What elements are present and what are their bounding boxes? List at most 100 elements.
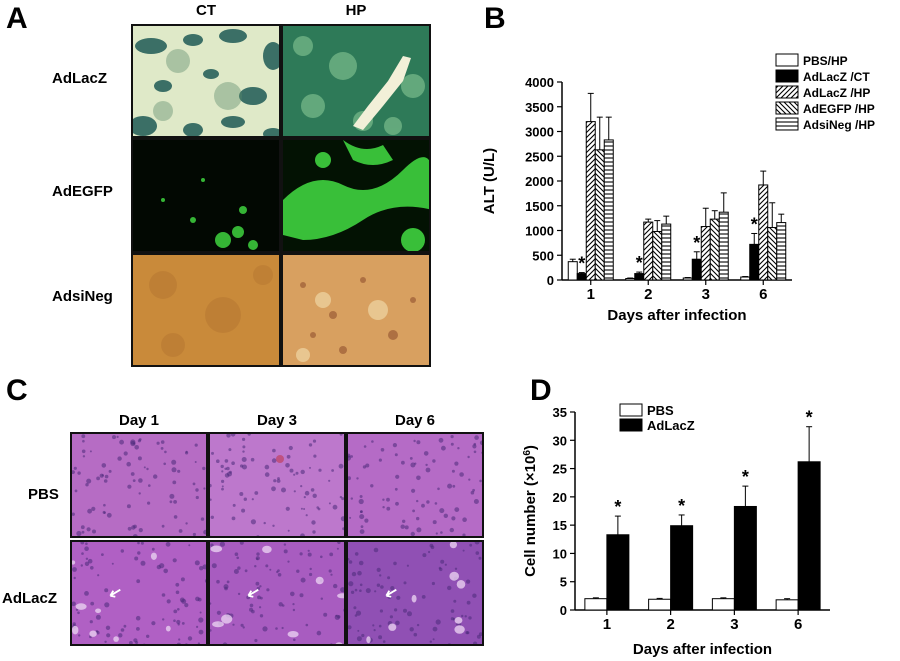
legend-swatch	[775, 101, 799, 115]
legend-entry: AdsiNeg /HP	[803, 118, 875, 132]
bar	[740, 276, 751, 281]
y-tick-label: 10	[553, 546, 567, 561]
bar	[700, 226, 711, 281]
significance-marker: *	[678, 496, 685, 516]
bar	[670, 525, 694, 611]
panel-c-col-day6: Day 6	[394, 412, 436, 429]
bar	[776, 222, 787, 281]
micrograph-a-adlacz-hp	[281, 24, 431, 138]
panel-label-c: C	[6, 374, 28, 407]
legend-entry: AdEGFP /HP	[803, 102, 875, 116]
micrograph-c-adlacz-day6	[346, 540, 484, 646]
y-tick-label: 15	[553, 518, 567, 533]
micrograph-c-adlacz-day3	[208, 540, 346, 646]
significance-marker: *	[636, 253, 643, 273]
x-tick-label: 6	[794, 616, 802, 633]
bar	[749, 243, 760, 281]
panel-c-col-day1: Day 1	[118, 412, 160, 429]
bar	[648, 598, 672, 611]
panel-a-col-hp: HP	[345, 2, 367, 19]
bar	[652, 230, 663, 281]
bar	[584, 598, 608, 611]
bar	[585, 121, 596, 281]
panel-a-row-adegfp: AdEGFP	[52, 183, 113, 200]
panel-label-b: B	[484, 2, 506, 35]
bar	[682, 277, 693, 281]
significance-marker: *	[614, 497, 621, 517]
panel-a-col-ct: CT	[196, 2, 216, 19]
legend-swatch	[619, 403, 643, 417]
bar	[709, 218, 720, 281]
legend-entry: PBS/HP	[803, 54, 848, 68]
x-tick-label: 6	[759, 286, 767, 303]
y-tick-label: 30	[553, 433, 567, 448]
y-tick-label: 2500	[525, 149, 554, 164]
y-tick-label: 3000	[525, 125, 554, 140]
bar	[625, 278, 636, 281]
bar	[767, 227, 778, 281]
y-axis-label: Cell number (×106)	[522, 445, 540, 577]
x-tick-label: 3	[702, 286, 710, 303]
legend-entry: AdLacZ /HP	[803, 86, 870, 100]
legend-entry: AdLacZ	[647, 418, 695, 433]
y-tick-label: 20	[553, 490, 567, 505]
bar	[733, 505, 757, 611]
arrow-icon	[385, 588, 397, 598]
x-tick-label: 1	[603, 616, 611, 633]
significance-marker: *	[742, 467, 749, 487]
legend-swatch	[775, 117, 799, 131]
bar	[711, 598, 735, 611]
significance-marker: *	[806, 408, 813, 428]
bar	[567, 261, 578, 281]
x-axis-label: Days after infection	[633, 641, 772, 658]
bar	[594, 149, 605, 281]
y-tick-label: 0	[547, 273, 554, 288]
panel-a-row-adlacz: AdLacZ	[52, 70, 108, 87]
x-tick-label: 3	[730, 616, 738, 633]
micrograph-c-pbs-day1	[70, 432, 208, 538]
legend-swatch	[619, 418, 643, 432]
y-tick-label: 500	[532, 248, 554, 263]
x-axis-label: Days after infection	[607, 307, 746, 324]
bar	[758, 184, 769, 281]
bar	[775, 599, 799, 611]
micrograph-a-adsineg-ct	[131, 253, 281, 367]
y-tick-label: 3500	[525, 100, 554, 115]
y-tick-label: 25	[553, 462, 567, 477]
micrograph-c-adlacz-day1	[70, 540, 208, 646]
chart-b-alt: 0 500 1000 1500 2000 2500 3000 3500 4000 ALT (U/L…	[481, 53, 875, 324]
bar	[643, 221, 654, 281]
bar	[718, 211, 729, 281]
micrograph-c-pbs-day3	[208, 432, 346, 538]
arrow-icon	[109, 588, 121, 598]
significance-marker: *	[751, 214, 758, 234]
bar	[576, 273, 587, 281]
x-tick-label: 2	[644, 286, 652, 303]
arrow-icon	[247, 588, 259, 598]
y-tick-label: 0	[560, 603, 567, 618]
micrograph-c-pbs-day6	[346, 432, 484, 538]
panel-c-col-day3: Day 3	[256, 412, 298, 429]
x-tick-label: 2	[666, 616, 674, 633]
y-tick-label: 2000	[525, 174, 554, 189]
panel-a-row-adsineg: AdsiNeg	[52, 288, 113, 305]
legend-entry: PBS	[647, 403, 674, 418]
micrograph-a-adsineg-hp	[281, 253, 431, 367]
significance-marker: *	[693, 233, 700, 253]
micrograph-a-adlacz-ct	[131, 24, 281, 138]
legend-swatch	[775, 85, 799, 99]
bar	[634, 273, 645, 281]
y-tick-label: 1500	[525, 199, 554, 214]
y-tick-label: 1000	[525, 224, 554, 239]
panel-label-a: A	[6, 2, 28, 35]
bar	[797, 461, 821, 611]
y-tick-label: 4000	[525, 75, 554, 90]
panel-label-d: D	[530, 374, 552, 407]
x-tick-label: 1	[587, 286, 595, 303]
legend-swatch	[775, 69, 799, 83]
panel-c-row-pbs: PBS	[28, 486, 59, 503]
micrograph-a-adegfp-ct	[131, 138, 281, 253]
y-tick-label: 5	[560, 575, 567, 590]
micrograph-a-adegfp-hp	[281, 138, 431, 253]
legend-swatch	[775, 53, 799, 67]
